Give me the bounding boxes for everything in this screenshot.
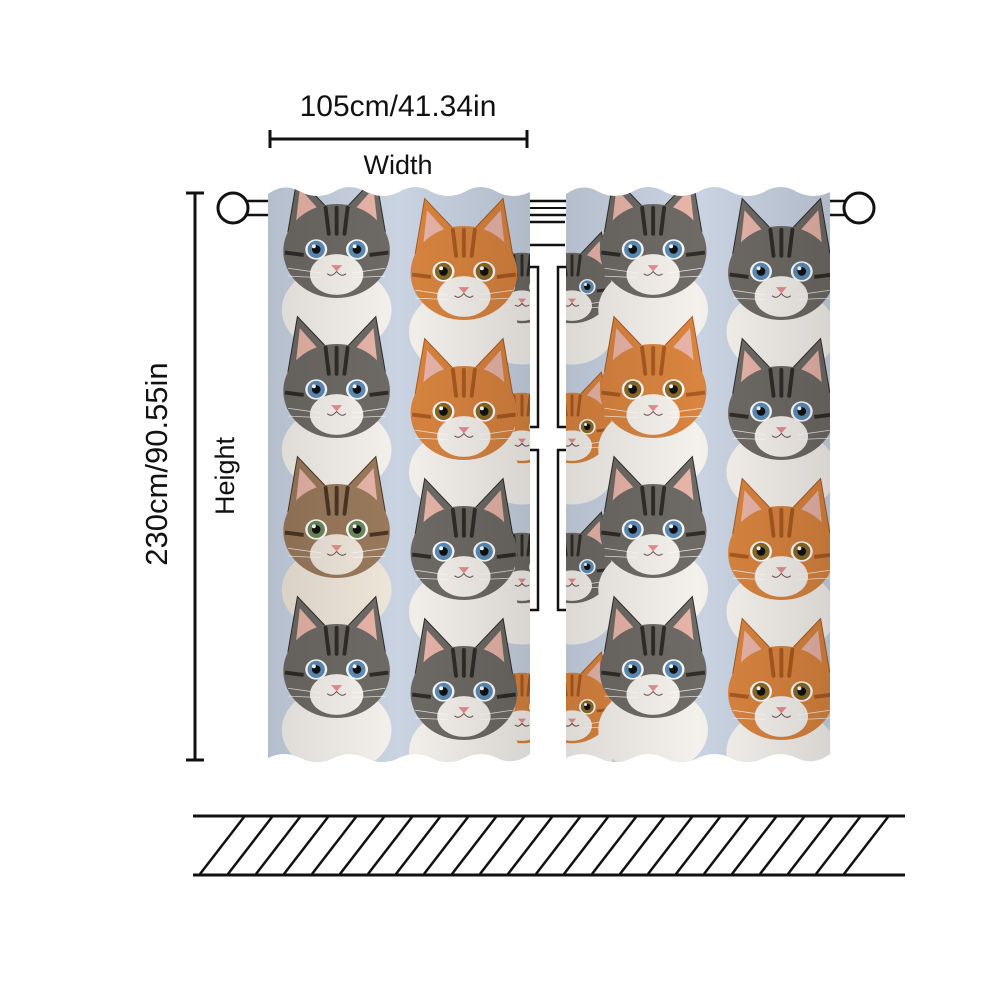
height-dimension-line	[186, 191, 204, 762]
width-value-label: 105cm/41.34in	[299, 90, 497, 123]
height-value-label: 230cm/90.55in	[139, 362, 174, 566]
floor-hatching	[193, 814, 905, 877]
window-frame	[529, 220, 568, 612]
height-label: Height	[210, 436, 240, 516]
curtain-panel-left	[268, 187, 530, 762]
width-label: Width	[363, 150, 433, 180]
rod-end-cap-right	[842, 191, 876, 225]
curtain-panel-right	[566, 187, 830, 762]
width-dimension-line	[268, 130, 529, 148]
rod-end-cap-left	[216, 191, 250, 225]
